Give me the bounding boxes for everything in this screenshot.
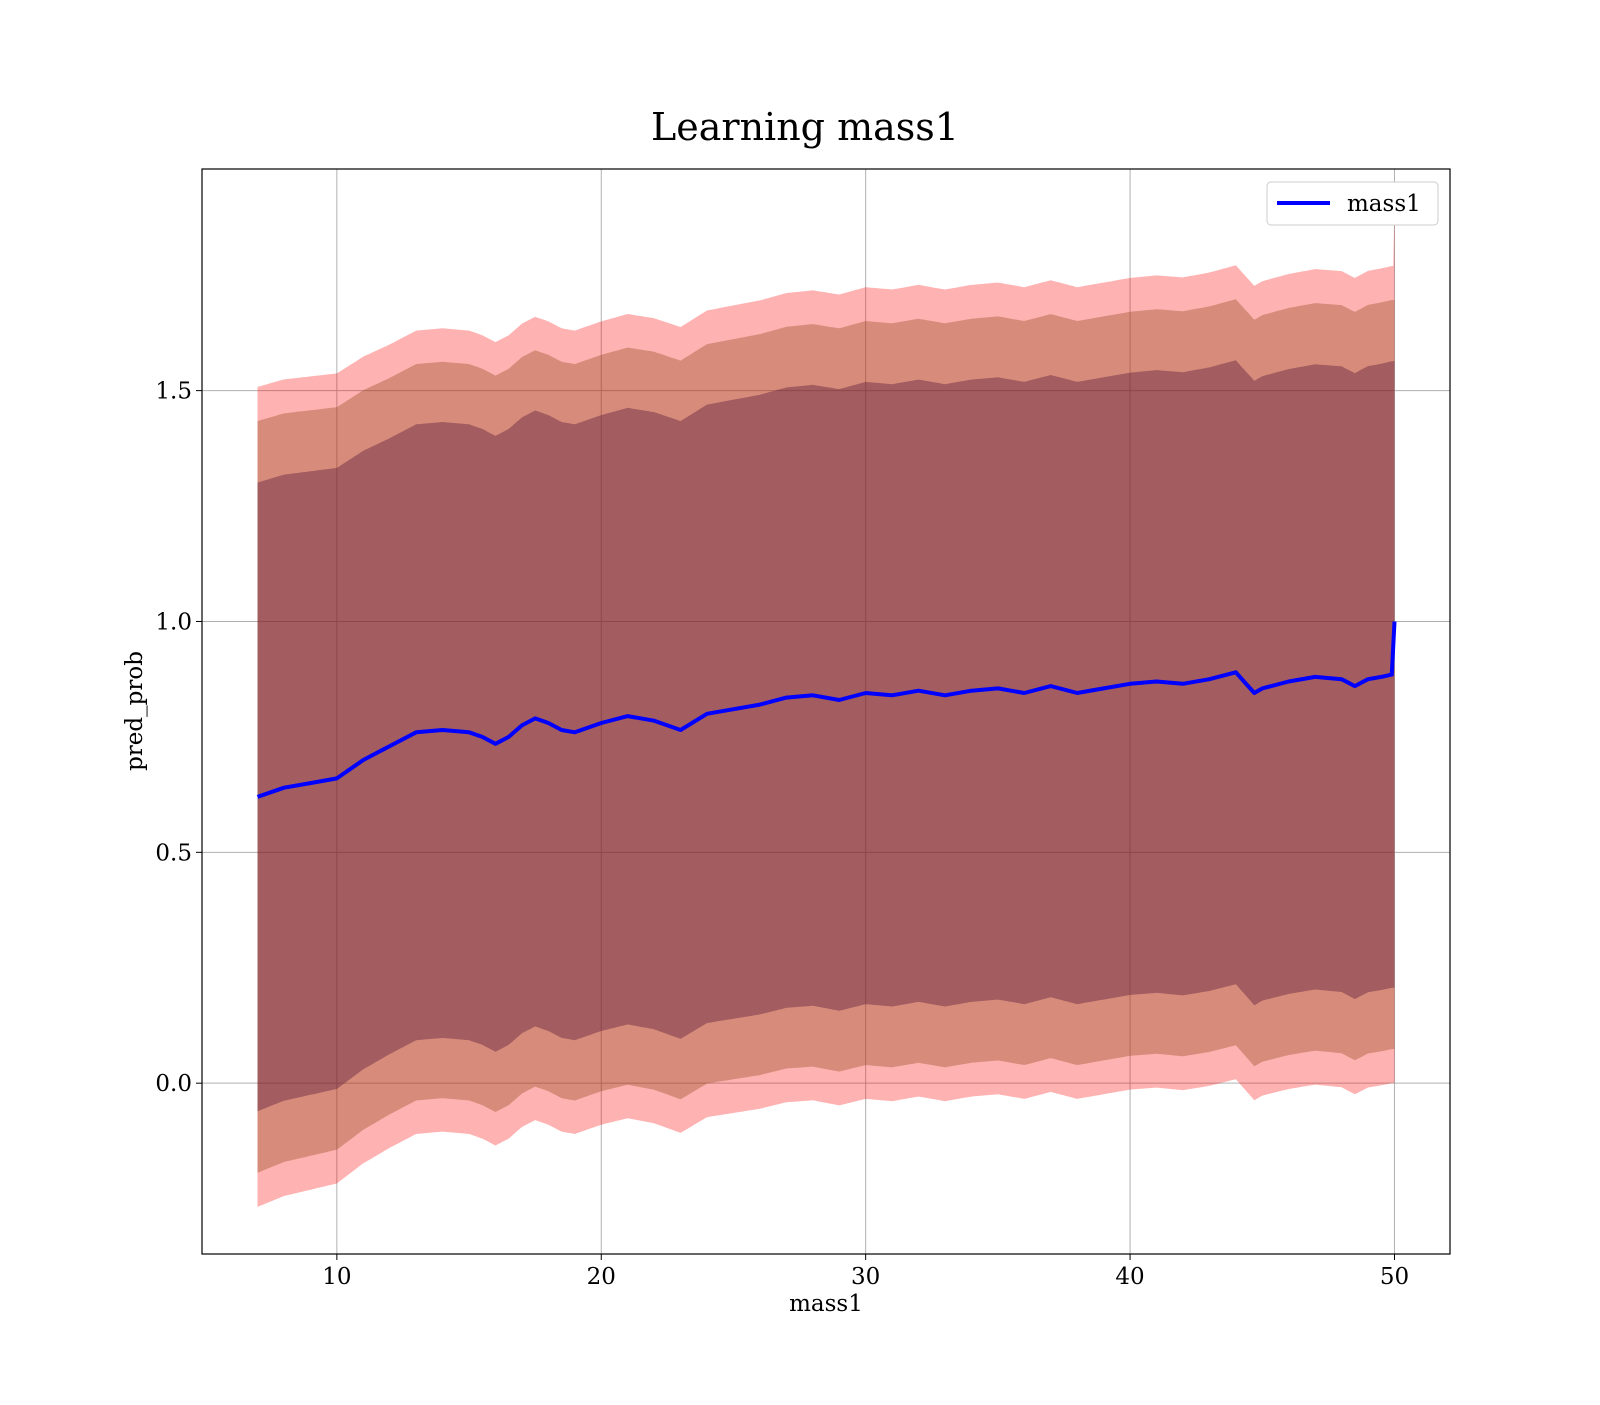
x-tick-label-3: 40 <box>1115 1264 1144 1290</box>
x-tick-label-1: 20 <box>587 1264 616 1290</box>
y-tick-label-2: 1.0 <box>155 609 192 635</box>
confidence-bands <box>257 205 1395 1207</box>
confidence-band-1 <box>257 299 1395 1173</box>
y-tick-label-1: 0.5 <box>155 840 192 866</box>
y-axis-label: pred_prob <box>122 651 148 771</box>
x-axis-ticks: 10 20 30 40 50 <box>322 1254 1409 1290</box>
grid-lines <box>202 169 1450 1254</box>
x-tick-label-0: 10 <box>322 1264 351 1290</box>
y-tick-label-3: 1.5 <box>155 379 192 405</box>
series-line-mass1 <box>256 621 1397 799</box>
legend: mass1 <box>1266 181 1439 226</box>
x-tick-label-4: 50 <box>1380 1264 1409 1290</box>
confidence-band-2 <box>257 360 1395 1112</box>
chart-title: Learning mass1 <box>651 105 959 149</box>
plot-frame <box>201 168 1451 1255</box>
legend-box <box>1266 181 1439 226</box>
x-axis-label: mass1 <box>789 1291 863 1317</box>
legend-label-mass1: mass1 <box>1347 191 1421 217</box>
y-tick-label-0: 0.0 <box>155 1071 192 1097</box>
series-lines <box>256 621 1397 799</box>
x-tick-label-2: 30 <box>851 1264 880 1290</box>
confidence-band-0 <box>257 205 1395 1207</box>
y-axis-ticks: 0.0 0.5 1.0 1.5 <box>155 379 202 1097</box>
